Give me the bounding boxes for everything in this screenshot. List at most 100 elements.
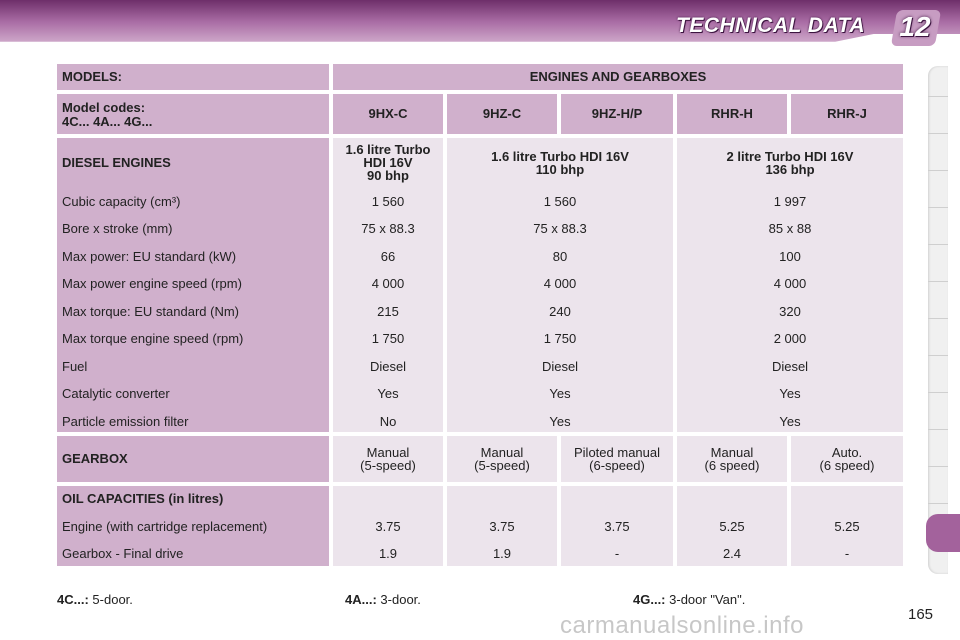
spec-label: Max power engine speed (rpm): [62, 276, 242, 291]
spec-value: Yes: [779, 386, 801, 401]
model-codes-label: Model codes: 4C... 4A... 4G...: [57, 94, 329, 134]
oil-value: 1.9: [378, 546, 398, 561]
model-codes-label-line1: Model codes:: [62, 100, 146, 115]
spec-label: Max power: EU standard (kW): [62, 249, 237, 264]
oil-value: -: [844, 546, 850, 561]
chapter-tab-strip: [928, 66, 948, 574]
footnote-4g: 4G...: 3-door "Van".: [633, 592, 745, 607]
tab-divider: [928, 96, 948, 97]
footnote-code: 4A...:: [345, 592, 377, 607]
oil-value: 5.25: [719, 519, 745, 534]
spec-value: 4 000: [773, 276, 807, 291]
gearbox-cell: Manual (6 speed): [677, 436, 787, 482]
oil-value: 2.4: [722, 546, 742, 561]
spec-value: No: [379, 414, 397, 429]
spec-value: 80: [552, 249, 568, 264]
spec-value: 1 997: [773, 194, 807, 209]
spec-label: Max torque engine speed (rpm): [62, 331, 244, 346]
oil-value: 1.9: [492, 546, 512, 561]
spec-value: 85 x 88: [768, 221, 812, 236]
engine-column-2: [447, 138, 673, 432]
tab-divider: [928, 281, 948, 282]
diesel-engines-label: DIESEL ENGINES: [62, 155, 171, 170]
oil-column: [447, 486, 557, 566]
model-code-cell: RHR-H: [677, 94, 787, 134]
oil-row-label: Engine (with cartridge replacement): [62, 519, 268, 534]
spec-value: 75 x 88.3: [533, 221, 587, 236]
tab-divider: [928, 318, 948, 319]
gearbox-type: Manual: [710, 445, 754, 460]
oil-value: 3.75: [489, 519, 515, 534]
engine-name-line: 136 bhp: [765, 162, 815, 177]
gearbox-cell: Auto. (6 speed): [791, 436, 903, 482]
tab-divider: [928, 207, 948, 208]
spec-value: 1 560: [371, 194, 405, 209]
gearbox-speeds: (5-speed): [360, 458, 416, 473]
gearbox-speeds: (5-speed): [474, 458, 530, 473]
model-code-cell: 9HZ-C: [447, 94, 557, 134]
spec-value: Diesel: [541, 359, 579, 374]
page-number: 165: [908, 606, 934, 623]
chapter-number: 12: [899, 11, 931, 42]
spec-value: 75 x 88.3: [361, 221, 415, 236]
oil-column: [791, 486, 903, 566]
spec-value: 4 000: [371, 276, 405, 291]
spec-value: 1 750: [371, 331, 405, 346]
gearbox-type: Piloted manual: [574, 445, 660, 460]
spec-value: 100: [779, 249, 801, 264]
model-code-cell: RHR-J: [791, 94, 903, 134]
tab-divider: [928, 133, 948, 134]
spec-value: Yes: [549, 414, 571, 429]
spec-value: 2 000: [773, 331, 807, 346]
spec-value: Diesel: [369, 359, 407, 374]
tab-divider: [928, 429, 948, 430]
oil-label-column: [57, 486, 329, 566]
chapter-tab-active[interactable]: [926, 514, 960, 552]
oil-row-label: Gearbox - Final drive: [62, 546, 184, 561]
footnote-text: 3-door "Van".: [669, 592, 746, 607]
header-band: [0, 0, 960, 48]
oil-column: [561, 486, 673, 566]
footnote-text: 3-door.: [380, 592, 421, 607]
footnote-code: 4C...:: [57, 592, 89, 607]
engine-name-line: HDI 16V: [363, 155, 413, 170]
engine-column-1: [333, 138, 443, 432]
gearbox-speeds: (6 speed): [819, 458, 875, 473]
model-code-cell: 9HX-C: [333, 94, 443, 134]
tab-divider: [928, 503, 948, 504]
footnote-code: 4G...:: [633, 592, 666, 607]
gearbox-type: Manual: [480, 445, 524, 460]
page-title: TECHNICAL DATA: [676, 14, 865, 37]
tab-divider: [928, 466, 948, 467]
gearbox-cell: Piloted manual (6-speed): [561, 436, 673, 482]
spec-value: 66: [380, 249, 396, 264]
spec-label: Fuel: [62, 359, 88, 374]
oil-value: -: [614, 546, 620, 561]
spec-value: 240: [549, 304, 571, 319]
spec-value: Yes: [377, 386, 399, 401]
diesel-label-column: [57, 138, 329, 432]
oil-value: 3.75: [375, 519, 401, 534]
engine-column-3: [677, 138, 903, 432]
footnote-text: 5-door.: [92, 592, 133, 607]
tab-divider: [928, 244, 948, 245]
models-label: MODELS:: [57, 64, 329, 90]
spec-value: 215: [377, 304, 399, 319]
spec-label: Cubic capacity (cm³): [62, 194, 181, 209]
watermark: carmanualsonline.info: [560, 612, 804, 639]
engine-name-line: 1.6 litre Turbo HDI 16V: [491, 149, 629, 164]
gearbox-speeds: (6-speed): [589, 458, 645, 473]
gearbox-cell: Manual (5-speed): [447, 436, 557, 482]
engine-name-2: 1.6 litre Turbo HDI 16V 110 bhp: [447, 150, 673, 176]
spec-value: Diesel: [771, 359, 809, 374]
oil-capacities-label: OIL CAPACITIES (in litres): [62, 491, 224, 506]
tab-divider: [928, 355, 948, 356]
spec-value: Yes: [549, 386, 571, 401]
spec-value: 4 000: [543, 276, 577, 291]
spec-value: Yes: [779, 414, 801, 429]
tab-divider: [928, 170, 948, 171]
engine-name-line: 1.6 litre Turbo: [345, 142, 431, 157]
oil-column: [333, 486, 443, 566]
engine-name-3: 2 litre Turbo HDI 16V 136 bhp: [677, 150, 903, 176]
spec-value: 320: [779, 304, 801, 319]
